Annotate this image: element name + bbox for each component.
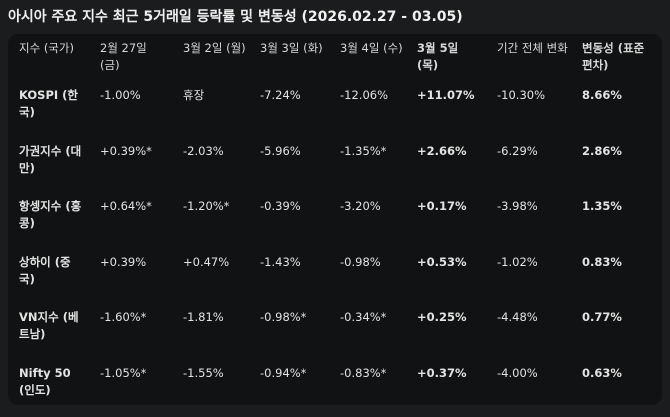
cell: 0.83% [575,251,657,307]
cell: 2.86% [575,140,657,196]
cell: +0.39%* [93,140,176,196]
table-container: 지수 (국가)2월 27일 (금)3월 2일 (월)3월 3일 (화)3월 4일… [8,34,662,405]
cell: +0.47% [176,251,253,307]
cell: -1.35%* [333,140,410,196]
cell: -1.00% [93,84,176,140]
table-row: VN지수 (베트남)-1.60%*-1.81%-0.98%*-0.34%*+0.… [12,306,657,362]
column-header: 지수 (국가) [12,40,93,84]
column-header: 3월 4일 (수) [333,40,410,84]
cell: -1.02% [490,251,575,307]
cell: -5.96% [253,140,333,196]
cell: -12.06% [333,84,410,140]
index-name: 항셍지수 (홍콩) [12,195,93,251]
column-header: 2월 27일 (금) [93,40,176,84]
table-row: 가권지수 (대만)+0.39%*-2.03%-5.96%-1.35%*+2.66… [12,140,657,196]
cell: -6.29% [490,140,575,196]
cell: -4.48% [490,306,575,362]
header-row: 지수 (국가)2월 27일 (금)3월 2일 (월)3월 3일 (화)3월 4일… [12,40,657,84]
cell: +2.66% [410,140,490,196]
cell: +11.07% [410,84,490,140]
cell: -0.39% [253,195,333,251]
cell: +0.17% [410,195,490,251]
column-header: 기간 전체 변화 [490,40,575,84]
index-name: 가권지수 (대만) [12,140,93,196]
cell: -0.98%* [253,306,333,362]
cell: +0.53% [410,251,490,307]
column-header: 3월 3일 (화) [253,40,333,84]
index-name: KOSPI (한국) [12,84,93,140]
cell: +0.64%* [93,195,176,251]
cell: -1.43% [253,251,333,307]
cell: -1.20%* [176,195,253,251]
cell: -1.81% [176,306,253,362]
cell: -0.98% [333,251,410,307]
cell: 휴장 [176,84,253,140]
cell: -3.20% [333,195,410,251]
cell: +0.39% [93,251,176,307]
cell: -0.34%* [333,306,410,362]
cell: -1.60%* [93,306,176,362]
title: 아시아 주요 지수 최근 5거래일 등락률 및 변동성 (2026.02.27 … [8,6,463,26]
cell: +0.25% [410,306,490,362]
cell: -2.03% [176,140,253,196]
cell: -7.24% [253,84,333,140]
table-body: KOSPI (한국)-1.00%휴장-7.24%-12.06%+11.07%-1… [12,84,657,417]
cell: 1.35% [575,195,657,251]
column-header: 3월 5일 (목) [410,40,490,84]
table: 지수 (국가)2월 27일 (금)3월 2일 (월)3월 3일 (화)3월 4일… [12,40,657,417]
column-header: 3월 2일 (월) [176,40,253,84]
table-row: 상하이 (중국)+0.39%+0.47%-1.43%-0.98%+0.53%-1… [12,251,657,307]
cell: -10.30% [490,84,575,140]
cell: 8.66% [575,84,657,140]
index-name: 상하이 (중국) [12,251,93,307]
table-row: 항셍지수 (홍콩)+0.64%*-1.20%*-0.39%-3.20%+0.17… [12,195,657,251]
table-row: KOSPI (한국)-1.00%휴장-7.24%-12.06%+11.07%-1… [12,84,657,140]
cell: -3.98% [490,195,575,251]
index-name: VN지수 (베트남) [12,306,93,362]
cell: 0.77% [575,306,657,362]
column-header: 변동성 (표준편차) [575,40,657,84]
